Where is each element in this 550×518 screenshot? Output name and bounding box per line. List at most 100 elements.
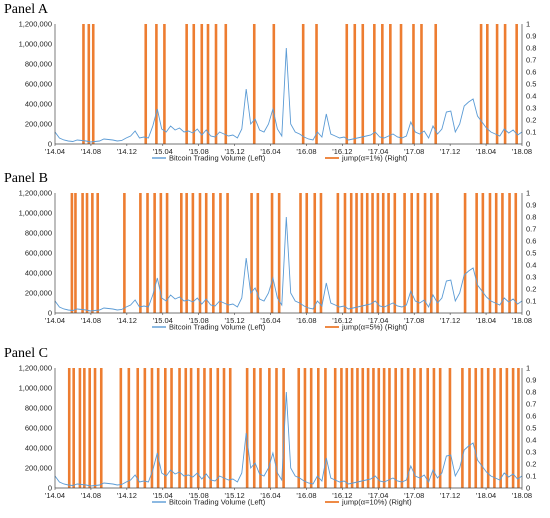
jump-bar xyxy=(319,193,323,313)
jump-bar xyxy=(377,368,381,488)
jump-bar xyxy=(91,193,94,313)
jump-bar xyxy=(119,368,123,488)
jump-bar xyxy=(501,193,504,313)
jump-bar xyxy=(96,193,99,313)
y-right-tick-label: 0 xyxy=(526,484,530,493)
y-left-tick-label: 800,000 xyxy=(25,404,52,413)
jump-bar xyxy=(85,193,89,313)
jump-bar xyxy=(170,368,173,488)
jump-bar xyxy=(403,193,406,313)
jump-bar xyxy=(209,368,212,488)
jump-bar xyxy=(256,193,260,313)
x-tick-label: '14.04 xyxy=(45,316,65,325)
x-tick-label: '16.12 xyxy=(332,491,352,500)
y-left-tick-label: 600,000 xyxy=(25,80,52,89)
jump-bar xyxy=(222,368,226,488)
jump-bar xyxy=(189,368,193,488)
y-right-tick-label: 0.6 xyxy=(526,237,536,246)
x-tick-label: '14.04 xyxy=(45,147,65,156)
jump-bar xyxy=(156,368,160,488)
jump-bar xyxy=(494,193,498,313)
jump-bar xyxy=(83,368,86,488)
jump-bar xyxy=(282,368,285,488)
y-right-tick-label: 0.2 xyxy=(526,285,536,294)
jump-bar xyxy=(192,24,196,144)
y-right-tick-label: 0.8 xyxy=(526,213,536,222)
jump-bar xyxy=(224,24,228,144)
jump-bar xyxy=(313,193,317,313)
jump-bar xyxy=(185,193,188,313)
jump-bar xyxy=(382,368,386,488)
x-tick-label: '14.04 xyxy=(45,491,65,500)
jump-bar xyxy=(436,193,439,313)
y-left-tick-label: 0 xyxy=(48,140,52,149)
y-right-tick-label: 0.5 xyxy=(526,80,536,89)
y-right-tick-label: 0.9 xyxy=(526,32,536,41)
jump-bar xyxy=(303,368,307,488)
jump-bar xyxy=(88,368,91,488)
jump-bar xyxy=(372,368,375,488)
legend-jump-label: jump(α=1%) (Right) xyxy=(341,154,408,163)
jump-bar xyxy=(277,193,281,313)
jump-bar xyxy=(343,193,347,313)
y-left-tick-label: 600,000 xyxy=(25,249,52,258)
jump-bar xyxy=(514,193,518,313)
x-tick-label: '14.08 xyxy=(81,147,101,156)
jump-bar xyxy=(508,193,511,313)
legend: Bitcoin Trading Volume (Left) jump(α=10%)… xyxy=(152,498,412,507)
x-tick-label: '15.04 xyxy=(153,491,173,500)
jump-bar xyxy=(376,193,380,313)
y-right-tick-label: 0.2 xyxy=(526,116,536,125)
jump-bar xyxy=(219,193,222,313)
panel-a-chart: 0 200,000 400,000 600,000 800,000 1,000,000 1,… xyxy=(19,20,537,163)
x-tick-label: '18.08 xyxy=(512,316,532,325)
y-right-tick-label: 0 xyxy=(526,140,530,149)
x-tick-label: '17.12 xyxy=(440,491,460,500)
jump-bar xyxy=(228,368,232,488)
jump-bar xyxy=(206,24,210,144)
jump-bar xyxy=(434,24,438,144)
jump-bar xyxy=(474,368,478,488)
jump-bar xyxy=(361,368,365,488)
x-tick-label: '18.08 xyxy=(512,147,532,156)
x-tick-label: '15.08 xyxy=(189,147,209,156)
x-tick-label: '17.08 xyxy=(404,491,424,500)
jump-bar xyxy=(399,24,403,144)
jump-bar xyxy=(136,368,140,488)
jump-bar xyxy=(81,193,84,313)
jump-bar xyxy=(185,24,188,144)
jump-bar xyxy=(212,193,215,313)
jump-bar xyxy=(315,24,318,144)
jump-bar xyxy=(198,193,202,313)
y-right-tick-label: 0.1 xyxy=(526,128,536,137)
y-right-tick-label: 0.4 xyxy=(526,436,536,445)
y-right-tick-label: 0.3 xyxy=(526,448,536,457)
jump-bar xyxy=(309,368,313,488)
y-right-tick-label: 0.7 xyxy=(526,400,536,409)
jump-bar xyxy=(297,368,301,488)
jump-bar xyxy=(481,193,485,313)
x-tick-label: '15.04 xyxy=(153,147,173,156)
jump-bar xyxy=(406,368,410,488)
jump-bar xyxy=(67,368,71,488)
volume-line xyxy=(54,216,523,312)
jump-bar xyxy=(381,24,384,144)
y-right-tick-label: 1 xyxy=(526,189,530,198)
jump-bar xyxy=(250,193,253,313)
y-left-tick-label: 800,000 xyxy=(25,60,52,69)
jump-bar xyxy=(381,193,385,313)
jump-bar xyxy=(99,368,103,488)
jump-bar xyxy=(355,193,358,313)
jump-bar xyxy=(461,368,464,488)
y-left-tick-label: 400,000 xyxy=(25,444,52,453)
x-tick-label: '15.08 xyxy=(189,316,209,325)
x-tick-label: '14.12 xyxy=(117,147,137,156)
y-right-tick-label: 0.3 xyxy=(526,273,536,282)
legend-volume-label: Bitcoin Trading Volume (Left) xyxy=(169,154,266,163)
volume-line xyxy=(54,47,523,143)
jump-bar xyxy=(275,368,278,488)
y-right-tick-label: 0.1 xyxy=(526,297,536,306)
jump-bar xyxy=(301,24,305,144)
y-right-tick-label: 0.1 xyxy=(526,472,536,481)
y-left-tick-label: 800,000 xyxy=(25,229,52,238)
